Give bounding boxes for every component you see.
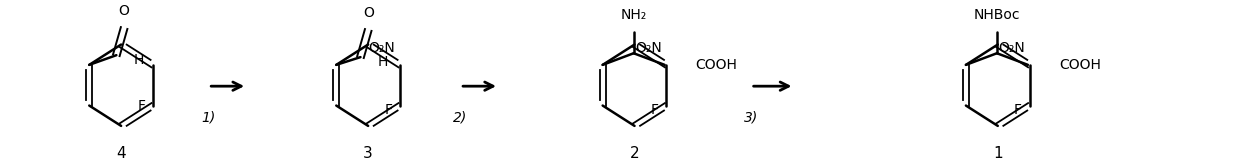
Text: O₂N: O₂N — [635, 41, 662, 55]
Text: 4: 4 — [117, 145, 126, 160]
Text: H: H — [134, 53, 144, 67]
Text: F: F — [384, 103, 392, 117]
Text: 1: 1 — [993, 145, 1003, 160]
Text: O: O — [119, 4, 129, 18]
Text: O₂N: O₂N — [998, 41, 1024, 55]
Text: 2): 2) — [454, 110, 467, 124]
Text: 3: 3 — [363, 145, 373, 160]
Text: COOH: COOH — [696, 58, 738, 72]
Text: F: F — [651, 103, 658, 117]
Text: F: F — [1014, 103, 1022, 117]
Text: O₂N: O₂N — [368, 41, 396, 55]
Text: 2: 2 — [630, 145, 640, 160]
Text: NHBoc: NHBoc — [973, 8, 1021, 22]
Text: O: O — [363, 6, 373, 20]
Text: F: F — [138, 99, 145, 113]
Text: COOH: COOH — [1059, 58, 1101, 72]
Text: 1): 1) — [202, 110, 216, 124]
Text: H: H — [378, 55, 388, 69]
Text: 3): 3) — [744, 110, 758, 124]
Text: NH₂: NH₂ — [620, 8, 647, 22]
